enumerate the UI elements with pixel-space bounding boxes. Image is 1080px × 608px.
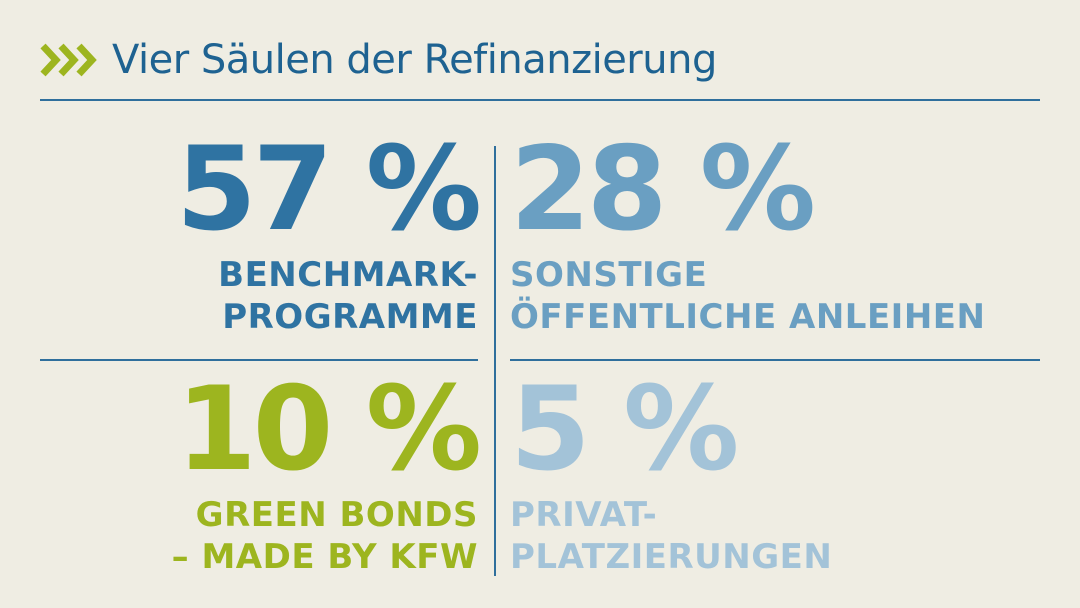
top-divider: [40, 99, 1040, 101]
vertical-divider: [494, 146, 496, 576]
pillar-label-line: BENCHMARK-: [218, 255, 478, 295]
pillar-label: PRIVAT- PLATZIERUNGEN: [510, 494, 832, 578]
header: Vier Säulen der Refinanzierung: [40, 32, 717, 88]
pillar-label: SONSTIGE ÖFFENTLICHE ANLEIHEN: [510, 254, 985, 338]
middle-divider-left: [40, 359, 478, 361]
pillar-label-line: ÖFFENTLICHE ANLEIHEN: [510, 297, 986, 337]
pillar-label: GREEN BONDS – MADE BY KFW: [172, 494, 478, 578]
page-title: Vier Säulen der Refinanzierung: [112, 37, 717, 83]
pillar-green-bonds: 10 % GREEN BONDS – MADE BY KFW: [172, 362, 482, 578]
pillar-sonstige-anleihen: 28 % SONSTIGE ÖFFENTLICHE ANLEIHEN: [510, 132, 985, 338]
pillar-label-line: PLATZIERUNGEN: [510, 537, 833, 577]
pillar-label-line: PROGRAMME: [222, 297, 478, 337]
pillar-privatplatzierungen: 5 % PRIVAT- PLATZIERUNGEN: [510, 372, 832, 578]
pillar-value: 57 %: [175, 122, 482, 257]
middle-divider-right: [510, 359, 1040, 361]
pillar-benchmark-programme: 57 % BENCHMARK- PROGRAMME: [175, 122, 482, 338]
pillar-label-line: – MADE BY KFW: [171, 537, 478, 577]
pillar-label-line: PRIVAT-: [510, 495, 658, 535]
pillar-label-line: SONSTIGE: [510, 255, 708, 295]
pillar-value: 5 %: [510, 362, 739, 497]
triple-chevron-icon: [40, 40, 102, 80]
pillar-value: 28 %: [510, 122, 816, 257]
pillar-value: 10 %: [175, 362, 482, 497]
pillar-label: BENCHMARK- PROGRAMME: [218, 254, 478, 338]
pillar-label-line: GREEN BONDS: [195, 495, 478, 535]
